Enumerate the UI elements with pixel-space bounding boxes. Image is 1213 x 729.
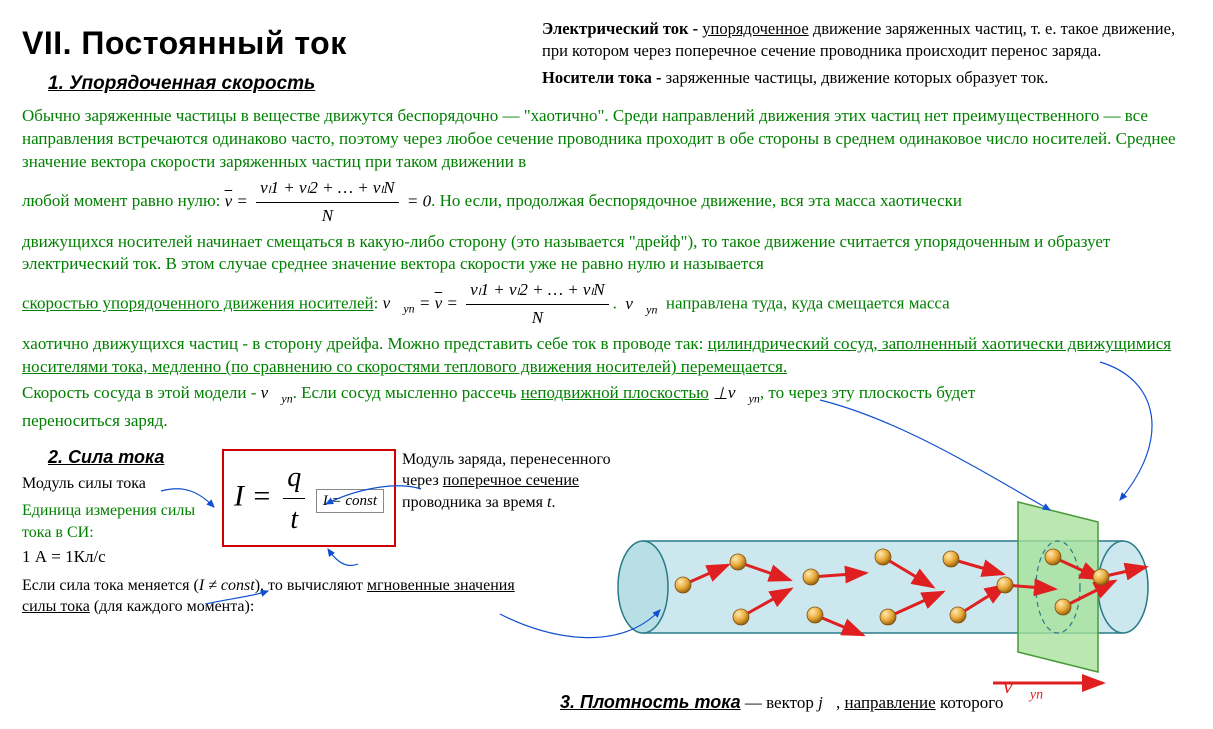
cylinder-svg (563, 467, 1183, 707)
para-2b: Скорость сосуда в этой модели - v⃗уп. Ес… (22, 382, 1191, 406)
formula-I-box-wrap: I = qt I = const (218, 449, 396, 548)
definitions: Электрический ток - упорядоченное движен… (542, 18, 1191, 101)
para-2a: хаотично движущихся частиц - в сторону д… (22, 333, 1191, 379)
sila-left: 2. Сила тока Модуль силы тока Единица из… (22, 443, 212, 569)
para-1d: движущихся носителей начинает смещаться … (22, 231, 1191, 277)
unit-value: 1 А = 1Кл/с (22, 546, 212, 569)
def-carriers: Носители тока - заряженные частицы, движ… (542, 67, 1191, 89)
section-2-title: 2. Сила тока (48, 445, 212, 469)
para-1a: Обычно заряженные частицы в веществе дви… (22, 105, 1191, 174)
formula-vup: v⃗уп = v = vₗ1 + vₗ2 + … + vₗNN (383, 279, 613, 330)
para-1b: любой момент равно нулю: v = vₗ1 + vₗ2 +… (22, 191, 962, 210)
para-2c: переноситься заряд. (22, 410, 1191, 433)
sila-label: Модуль силы тока (22, 473, 212, 495)
page-title: VII. Постоянный ток (22, 22, 522, 65)
section-3: 3. Плотность тока — вектор j⃗, направлен… (560, 690, 1180, 715)
def-electric-current: Электрический ток - упорядоченное движен… (542, 18, 1191, 63)
formula-mean-velocity-zero: v = vₗ1 + vₗ2 + … + vₗNN = 0 (225, 177, 432, 228)
para-1e: скоростью упорядоченного движения носите… (22, 279, 1191, 330)
formula-I-const: I = const (316, 489, 384, 513)
title-block: VII. Постоянный ток 1. Упорядоченная ско… (22, 18, 522, 101)
header-row: VII. Постоянный ток 1. Упорядоченная ско… (22, 18, 1191, 101)
unit-label: Единица измерения силы тока в СИ: (22, 500, 212, 543)
section-1-title: 1. Упорядоченная скорость (48, 71, 522, 97)
bottom-note: Если сила тока меняется (I ≠ const), то … (22, 575, 542, 618)
diagram-cylinder: v⃗уп (563, 467, 1183, 707)
body-text: Обычно заряженные частицы в веществе дви… (22, 105, 1191, 433)
formula-I-box: I = qt I = const (222, 449, 396, 548)
section-3-title: 3. Плотность тока (560, 692, 741, 712)
